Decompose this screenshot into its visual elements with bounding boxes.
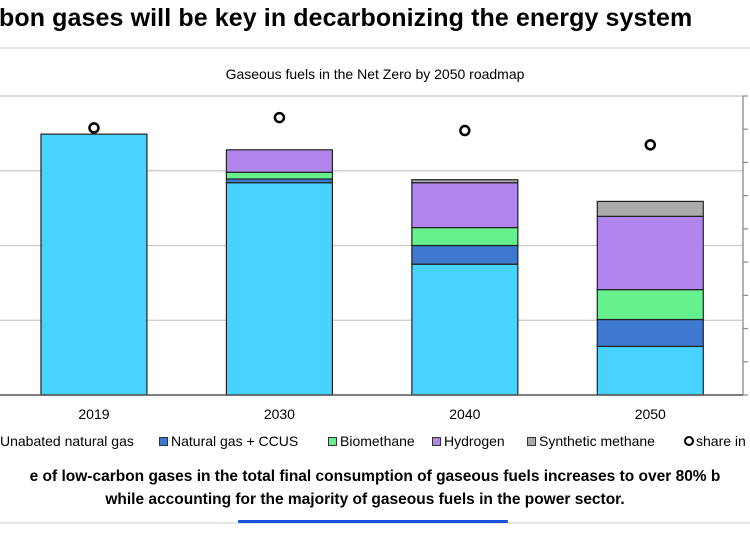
x-tick-label: 2019 (78, 406, 110, 422)
bar-segment-natural-gas-ccus (411, 244, 519, 265)
bar-segment-natural-gas-ccus (596, 318, 704, 348)
bar-segment-hydrogen (596, 215, 704, 291)
legend-item: Natural gas + CCUS (159, 433, 298, 449)
legend-item: share in (684, 433, 746, 449)
share-marker (459, 124, 471, 137)
bar-segment-unabated-natural-gas (225, 182, 334, 396)
bar-segment-unabated-natural-gas (411, 263, 519, 396)
share-marker (273, 111, 286, 124)
title-divider (0, 47, 750, 49)
x-tick-label: 2050 (634, 406, 666, 422)
legend-swatch (527, 436, 536, 446)
page-title: bon gases will be key in decarbonizing t… (0, 4, 693, 32)
legend-item: Biomethane (328, 433, 415, 449)
legend-label: Biomethane (340, 433, 415, 449)
legend-label: Unabated natural gas (0, 433, 134, 449)
bar-segment-synthetic-methane (411, 179, 519, 184)
share-marker (644, 139, 657, 151)
legend-swatch (432, 436, 441, 446)
bar-segment-synthetic-methane (596, 200, 704, 217)
footer-divider (0, 522, 750, 524)
bar-segment-hydrogen (411, 182, 519, 229)
x-tick-label: 2040 (449, 406, 481, 422)
x-tick-label: 2030 (263, 406, 295, 422)
legend-label: Hydrogen (444, 433, 505, 449)
caption-line-1: e of low-carbon gases in the total final… (29, 468, 721, 485)
bar-segment-unabated-natural-gas (596, 345, 704, 396)
bar-segment-biomethane (596, 289, 704, 321)
legend-ring-icon (684, 436, 694, 446)
bar-segment-unabated-natural-gas (40, 133, 148, 396)
legend-label: share in (696, 433, 746, 449)
chart-plot (0, 95, 748, 396)
share-marker (88, 122, 100, 134)
legend-swatch (328, 436, 337, 446)
active-indicator (238, 520, 508, 523)
bar-segment-biomethane (411, 226, 519, 247)
bar-segment-hydrogen (225, 149, 334, 173)
legend-item: Synthetic methane (527, 433, 655, 449)
chart-title: Gaseous fuels in the Net Zero by 2050 ro… (225, 66, 525, 82)
bar-segment-biomethane (225, 171, 334, 180)
legend-label: Natural gas + CCUS (171, 433, 299, 449)
legend-label: Synthetic methane (539, 433, 655, 449)
caption-line-2: while accounting for the majority of gas… (105, 491, 625, 508)
legend-item: Hydrogen (432, 433, 505, 449)
legend-swatch (159, 436, 168, 446)
legend-item: Unabated natural gas (0, 433, 134, 449)
